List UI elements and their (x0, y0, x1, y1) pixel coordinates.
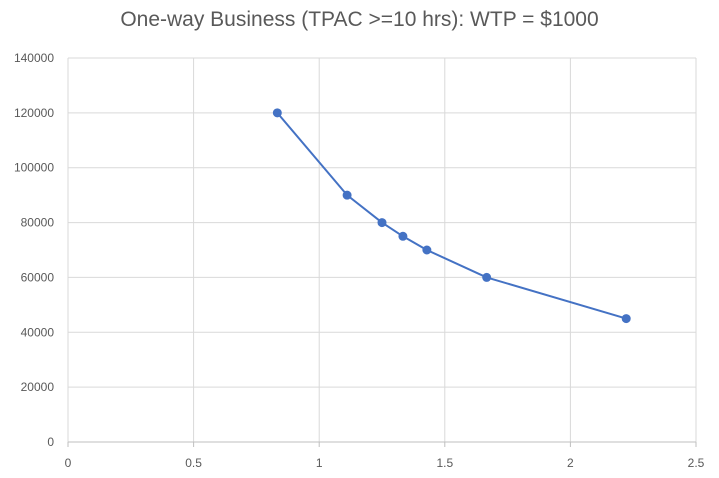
data-point (398, 231, 408, 241)
y-tick-label: 60000 (21, 270, 55, 284)
data-point (377, 218, 387, 228)
y-tick-label: 40000 (21, 325, 55, 339)
x-tick-label: 1 (316, 456, 323, 470)
data-point (342, 190, 352, 200)
y-tick-label: 80000 (21, 216, 55, 230)
x-tick-label: 2.5 (688, 456, 705, 470)
data-point (272, 108, 282, 118)
data-point (621, 314, 631, 324)
x-tick-label: 1.5 (436, 456, 453, 470)
y-tick-label: 140000 (14, 51, 54, 65)
y-tick-label: 20000 (21, 380, 55, 394)
series-line-layer (276, 112, 627, 320)
axis-layer (67, 441, 697, 447)
y-tick-label: 120000 (14, 106, 54, 120)
data-point-layer (272, 108, 631, 324)
series-line (276, 112, 627, 320)
x-tick-label: 0.5 (185, 456, 202, 470)
tick-label-layer: 0 20000 40000 60000 80000 100000 120000 140000 0… (14, 51, 705, 470)
x-tick-label: 0 (65, 456, 72, 470)
y-tick-label: 100000 (14, 161, 54, 175)
grid-layer (67, 57, 697, 442)
data-point (482, 272, 492, 282)
y-tick-label: 0 (47, 435, 54, 449)
chart-title: One-way Business (TPAC >=10 hrs): WTP = … (120, 8, 599, 31)
x-tick-label: 2 (567, 456, 574, 470)
data-point (422, 245, 432, 255)
